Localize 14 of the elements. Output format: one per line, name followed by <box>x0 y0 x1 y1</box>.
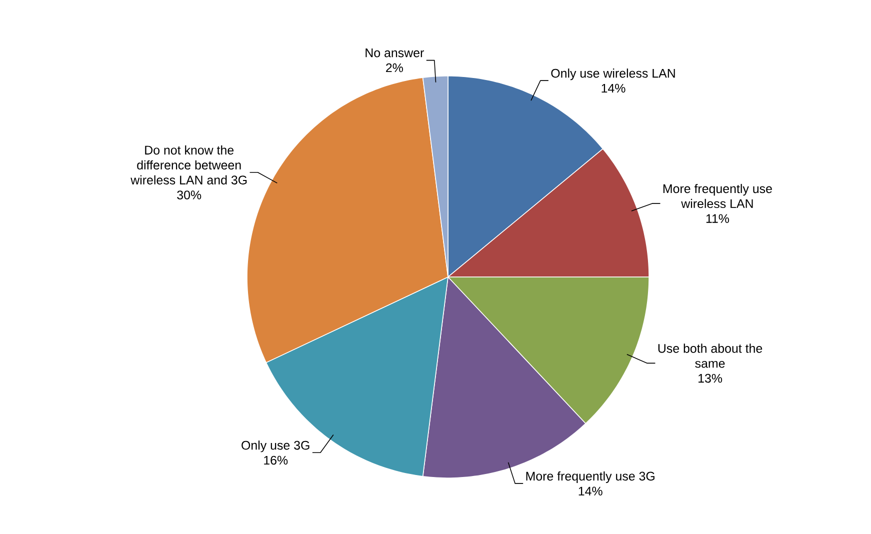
data-label: 30% <box>177 190 202 200</box>
data-label: 14% <box>602 84 626 93</box>
slice-label: Only use wireless LAN <box>551 68 675 80</box>
data-label: 14% <box>578 486 602 496</box>
slice-label: More frequently use 3G <box>526 471 654 484</box>
data-label: 2% <box>386 63 403 72</box>
slice-label: No answer <box>366 48 424 58</box>
slice-label: Use both about the same <box>658 344 762 368</box>
data-label: 13% <box>698 374 722 383</box>
data-label: 16% <box>264 456 288 465</box>
slice-label: More frequently use wireless LAN <box>663 184 772 208</box>
data-label: 11% <box>706 214 730 223</box>
slice-label: Only use 3G <box>242 440 310 452</box>
slice-label: Do not know the difference between wireless LAN and 3G <box>130 145 247 184</box>
